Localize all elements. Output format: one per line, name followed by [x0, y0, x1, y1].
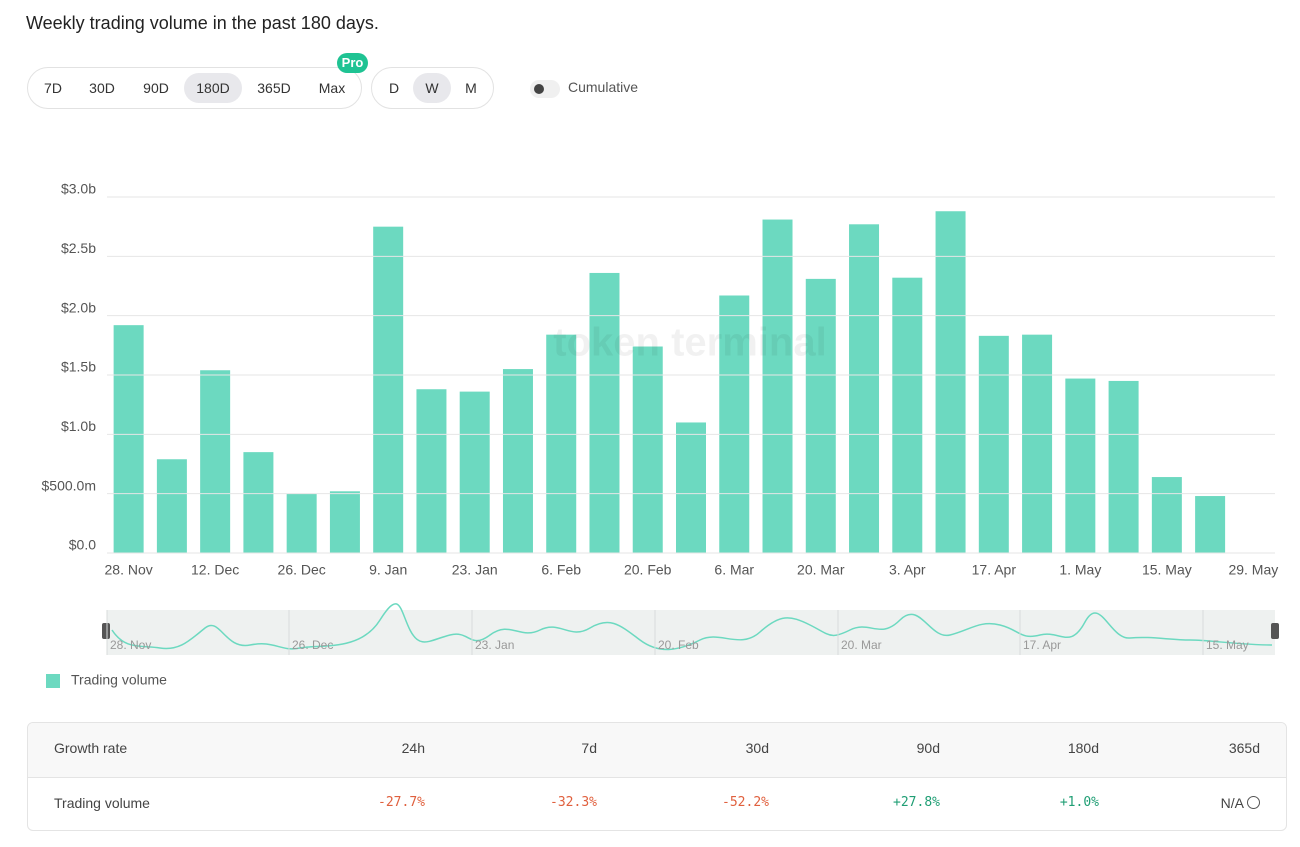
x-tick-label: 23. Jan — [452, 562, 498, 578]
bar — [892, 277, 923, 553]
table-cell: -52.2% — [722, 795, 769, 810]
bar — [1022, 334, 1053, 553]
table-cell: 7d — [581, 740, 597, 756]
bar — [719, 295, 750, 553]
bar — [849, 224, 880, 553]
x-tick-label: 26. Dec — [278, 562, 326, 578]
range-button[interactable]: 180D — [184, 73, 242, 103]
cumulative-toggle[interactable] — [530, 80, 560, 98]
granularity-button[interactable]: D — [388, 80, 400, 96]
x-tick-label: 6. Feb — [541, 562, 581, 578]
bar — [329, 491, 360, 553]
bar — [156, 459, 187, 553]
page-title: Weekly trading volume in the past 180 da… — [26, 13, 379, 33]
bar — [113, 325, 144, 553]
table-header — [28, 723, 1286, 778]
bar — [762, 219, 793, 553]
pro-badge: Pro — [337, 53, 368, 73]
x-tick-label: 12. Dec — [191, 562, 239, 578]
x-tick-label: 3. Apr — [889, 562, 926, 578]
x-tick-label: 28. Nov — [105, 562, 153, 578]
bar — [632, 346, 663, 553]
navigator-label: 20. Feb — [658, 638, 699, 652]
navigator-label: 28. Nov — [110, 638, 151, 652]
legend-label[interactable]: Trading volume — [71, 672, 167, 688]
navigator-line — [111, 603, 1273, 651]
range-button[interactable]: Max — [318, 80, 346, 96]
x-tick-label: 20. Mar — [797, 562, 845, 578]
bar — [978, 335, 1009, 553]
bar — [1065, 378, 1096, 553]
bar — [1108, 380, 1139, 553]
table-cell: 24h — [401, 740, 425, 756]
table-cell: 90d — [916, 740, 940, 756]
granularity-group: D W M — [371, 67, 494, 109]
bar — [1151, 477, 1182, 553]
table-cell: +27.8% — [893, 795, 940, 810]
table-cell: Growth rate — [54, 740, 128, 756]
x-tick-label: 20. Feb — [624, 562, 672, 578]
table-cell: 30d — [745, 740, 769, 756]
bar — [200, 370, 231, 553]
y-tick-label: $1.0b — [61, 418, 96, 434]
x-tick-label: 9. Jan — [369, 562, 407, 578]
growth-table: Growth rate 24h 7d 30d 90d 180d 365d Trading vo… — [27, 722, 1287, 831]
y-tick-label: $500.0m — [42, 477, 96, 493]
granularity-button[interactable]: M — [465, 80, 477, 96]
x-tick-label: 15. May — [1142, 562, 1192, 578]
range-button[interactable]: 30D — [89, 80, 115, 96]
chart: 29. May 15. May 1. May 17. Apr 3. Apr 20. Mar… — [42, 181, 1279, 688]
watermark: token terminal — [553, 321, 826, 365]
navigator-label: 15. May — [1206, 638, 1249, 652]
navigator-label: 23. Jan — [475, 638, 514, 652]
table-cell: 365d — [1228, 740, 1260, 756]
x-tick-label: 6. Mar — [714, 562, 754, 578]
bar — [502, 369, 533, 553]
bar — [1195, 496, 1226, 553]
bar — [416, 389, 447, 553]
table-cell: Trading volume — [54, 795, 150, 811]
granularity-button[interactable]: W — [413, 73, 451, 103]
toggle-label: Cumulative — [568, 79, 639, 95]
bar — [935, 211, 966, 554]
y-tick-label: $0.0 — [69, 537, 96, 553]
table-cell: -32.3% — [550, 795, 597, 810]
navigator-label: 17. Apr — [1023, 638, 1061, 652]
table-cell: -27.7% — [378, 795, 425, 810]
bar — [805, 278, 836, 553]
x-tick-label: 1. May — [1059, 562, 1101, 578]
y-tick-label: $1.5b — [61, 359, 96, 375]
bar — [286, 493, 317, 553]
bar — [589, 272, 620, 553]
range-button[interactable]: 7D — [44, 80, 62, 96]
bar — [243, 452, 274, 553]
bar — [676, 422, 706, 553]
bar — [373, 226, 404, 553]
legend-swatch — [46, 674, 60, 688]
y-tick-label: $2.5b — [61, 240, 96, 256]
range-button[interactable]: 90D — [143, 80, 169, 96]
x-tick-label: 29. May — [1228, 562, 1278, 578]
range-button[interactable]: 365D — [257, 80, 291, 96]
table-cell: +1.0% — [1059, 795, 1099, 810]
x-tick-label: 17. Apr — [972, 562, 1017, 578]
navigator-handle[interactable] — [1271, 623, 1279, 639]
table-cell: 180d — [1067, 740, 1099, 756]
navigator-label: 26. Dec — [292, 638, 333, 652]
range-group: 7D 30D 90D 180D 365D Max — [27, 67, 362, 109]
info-icon[interactable] — [1247, 796, 1260, 809]
bar — [546, 334, 577, 553]
navigator-label: 20. Mar — [841, 638, 882, 652]
bar — [459, 391, 490, 553]
y-tick-label: $2.0b — [61, 299, 96, 315]
table-cell: N/A — [1220, 795, 1244, 811]
y-tick-label: $3.0b — [61, 181, 96, 197]
navigator-handle[interactable] — [102, 623, 110, 639]
